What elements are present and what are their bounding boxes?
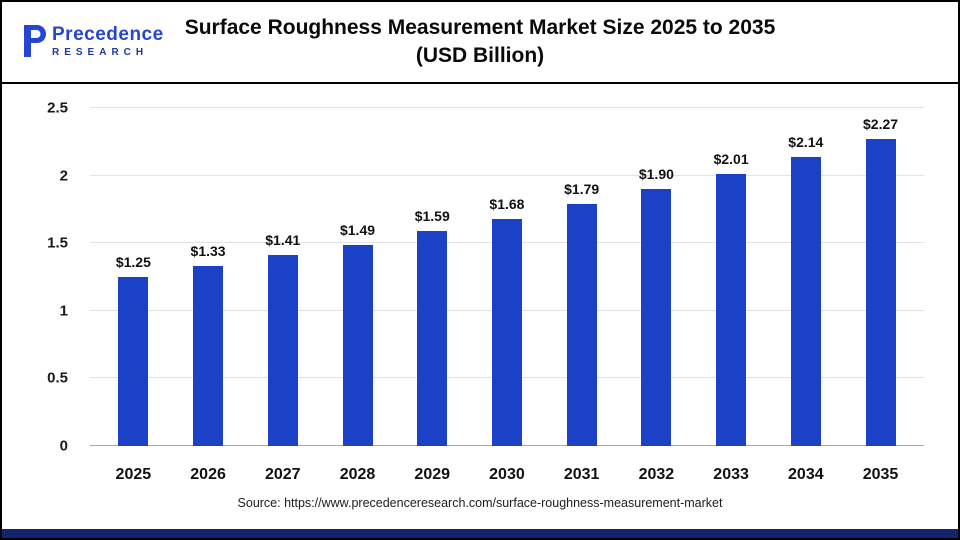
bar-chart: 0 0.5 1 1.5 2 2.5 $1.25 $1.33 $1.41 $1.49 $1.59 $1… — [28, 94, 928, 492]
logo: Precedence RESEARCH — [20, 25, 164, 58]
bar-group: $1.59 — [397, 108, 467, 446]
bar — [491, 218, 522, 446]
bar-group: $1.41 — [248, 108, 318, 446]
bar-value-label: $1.90 — [638, 166, 674, 183]
y-tick-label: 1.5 — [47, 234, 68, 252]
bar-group: $1.90 — [621, 108, 691, 446]
bar — [342, 244, 373, 446]
logo-text: Precedence RESEARCH — [52, 25, 164, 58]
bar-value-label: $2.14 — [788, 133, 824, 150]
bar — [193, 266, 224, 446]
bar — [118, 277, 149, 446]
y-tick-label: 1 — [59, 302, 68, 320]
x-axis-label: 2030 — [489, 466, 525, 483]
page-title-line1: Surface Roughness Measurement Market Siz… — [184, 15, 776, 39]
x-axis-label: 2033 — [713, 466, 749, 483]
y-axis: 0 0.5 1 1.5 2 2.5 — [28, 100, 82, 455]
y-tick-label: 0.5 — [47, 369, 68, 387]
bar — [865, 139, 896, 446]
logo-subname: RESEARCH — [52, 47, 149, 59]
header: Precedence RESEARCH Surface Roughness Me… — [2, 2, 958, 84]
plot: $1.25 $1.33 $1.41 $1.49 $1.59 $1.68 $1.79 $1.90… — [90, 107, 924, 446]
page-title-line2: (USD Billion) — [415, 44, 545, 67]
bar-value-label: $1.33 — [190, 243, 226, 260]
bar — [267, 255, 298, 446]
logo-p-icon — [24, 25, 46, 58]
x-axis-label: 2025 — [115, 466, 152, 483]
y-tick-label: 0 — [59, 437, 68, 455]
logo-name: Precedence — [52, 24, 164, 46]
bar-value-label: $1.68 — [489, 195, 525, 212]
bottom-accent-bar — [2, 529, 958, 538]
x-axis-label: 2029 — [414, 466, 451, 483]
x-axis-label: 2027 — [264, 466, 301, 483]
bar — [641, 189, 672, 446]
bar-group: $2.01 — [696, 108, 766, 446]
bar-group: $1.33 — [173, 108, 243, 446]
bar — [417, 231, 448, 446]
bar-value-label: $1.41 — [265, 232, 301, 249]
bar-group: $2.27 — [846, 108, 916, 446]
bar-group: $1.68 — [472, 108, 542, 446]
x-axis-label: 2028 — [339, 466, 376, 483]
x-axis-label: 2032 — [638, 466, 675, 483]
bar-group: $1.25 — [98, 108, 168, 446]
bar-value-label: $1.59 — [414, 208, 450, 225]
bar — [790, 156, 821, 446]
bar-value-label: $1.25 — [115, 254, 151, 270]
y-tick-label: 2 — [59, 167, 68, 185]
bar-value-label: $2.01 — [713, 151, 749, 168]
x-axis-label: 2035 — [862, 466, 899, 483]
x-axis-label: 2034 — [788, 466, 824, 483]
bar — [716, 174, 747, 446]
bars: $1.25 $1.33 $1.41 $1.49 $1.59 $1.68 $1.79 $1.90… — [90, 108, 924, 446]
gridline — [90, 107, 924, 108]
bar-value-label: $1.49 — [339, 221, 376, 238]
x-axis: 2025 2026 2027 2028 2029 2030 2031 2032 2033 2034… — [90, 458, 924, 492]
x-axis-label: 2026 — [190, 466, 226, 483]
x-axis-label: 2031 — [563, 466, 600, 483]
source-text: Source: https://www.precedenceresearch.c… — [237, 496, 723, 510]
y-tick-label: 2.5 — [47, 99, 68, 117]
bar-group: $1.79 — [547, 108, 617, 446]
bar-group: $1.49 — [323, 108, 393, 446]
bar-group: $2.14 — [771, 108, 841, 446]
bar-value-label: $2.27 — [863, 116, 899, 133]
gridline — [90, 174, 924, 176]
bar — [566, 204, 597, 446]
bar-value-label: $1.79 — [564, 181, 600, 197]
